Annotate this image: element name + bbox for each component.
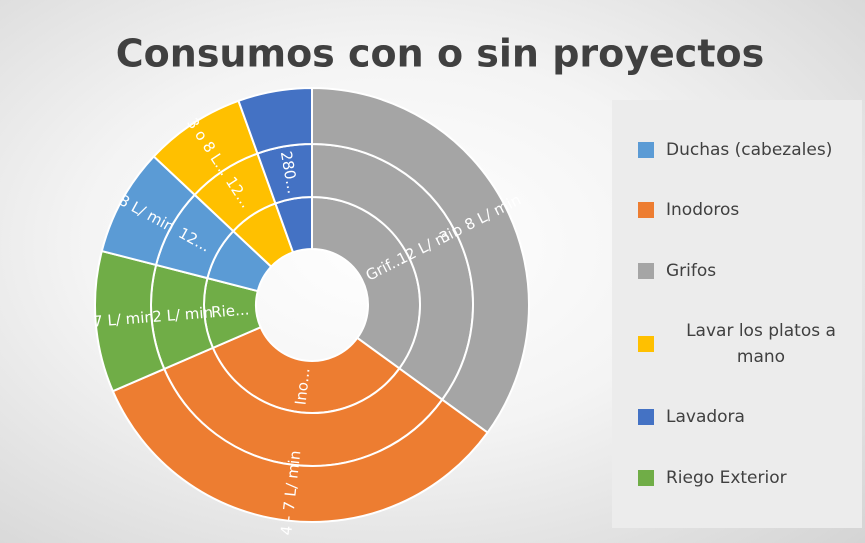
ring-segment [237,86,313,155]
legend-label: Riego Exterior [666,467,787,488]
segment-label: Rie... [211,300,250,321]
legend: Duchas (cabezales) Inodoros Grifos Lavar lo… [612,100,862,528]
legend-label: Lavadora [666,407,745,428]
legend-item: Grifos [612,258,862,284]
legend-item: Duchas (cabezales) [612,137,862,163]
legend-label: Lavar los platos a mano [686,321,836,368]
ring-segment [311,86,530,434]
legend-swatch [638,202,654,219]
chart-title: Consumos con o sin proyectos [116,32,764,76]
segment-label: 12 L/ min [142,303,214,326]
legend-item: Lavadora [612,404,862,430]
legend-swatch [638,336,654,353]
legend-swatch [638,469,654,486]
legend-label: Inodoros [666,200,740,221]
legend-swatch [638,262,654,279]
segment-label: 7 L/ min [93,308,155,331]
legend-swatch [638,142,654,159]
segment-label: Ino... [292,367,314,406]
legend-item: Riego Exterior [612,465,862,491]
ring-segment [111,367,489,523]
legend-label: Duchas (cabezales) [666,140,833,161]
legend-item: Inodoros [612,197,862,223]
legend-label: Grifos [666,260,717,281]
legend-swatch [638,409,654,426]
legend-item: Lavar los platos a mano [612,318,862,370]
